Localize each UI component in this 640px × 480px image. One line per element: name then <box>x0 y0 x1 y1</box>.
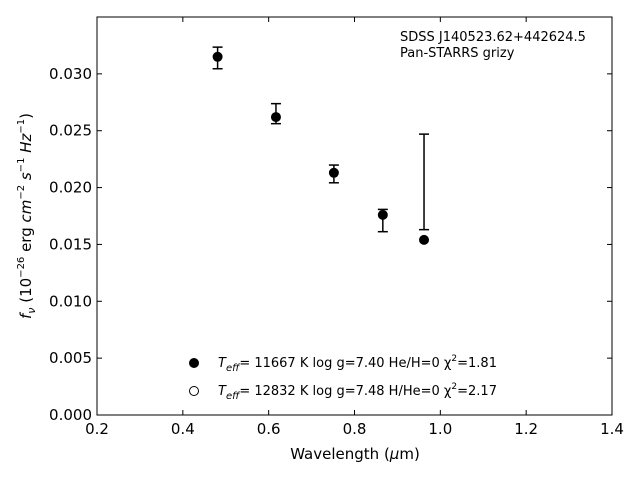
y-label-exp1b: −1 <box>16 119 27 134</box>
x-axis-label-main: Wavelength ( <box>290 445 390 463</box>
teff-subscript: eff <box>226 363 241 374</box>
y-tick-label: 0.010 <box>49 292 92 310</box>
legend-marker-filled <box>189 358 199 368</box>
error-bars <box>212 46 430 233</box>
x-axis-label-mu: μ <box>389 445 400 463</box>
legend-label-filled: Teff= 11667 K log g=7.40 He/H=0 χ2=1.81 <box>218 354 497 374</box>
legend-filled-chi: =1.81 <box>457 356 497 371</box>
legend-label-open: Teff= 12832 K log g=7.48 H/He=0 χ2=2.17 <box>218 382 497 402</box>
x-tick-label: 1.2 <box>514 420 538 438</box>
y-tick-label: 0.000 <box>49 406 92 424</box>
annotation-object: SDSS J140523.62+442624.5 <box>400 30 586 45</box>
legend-open-chi: =2.17 <box>457 384 497 399</box>
y-label-cm: cm <box>17 200 35 223</box>
x-tick-label: 0.6 <box>257 420 281 438</box>
legend-open-params: = 12832 K log g=7.48 H/He=0 χ <box>239 384 452 399</box>
y-label-nu: ν <box>25 308 38 314</box>
x-axis-label-end: m) <box>399 445 419 463</box>
y-tick-label: 0.015 <box>49 235 92 253</box>
model-point <box>377 209 388 220</box>
y-tick-label: 0.005 <box>49 349 92 367</box>
model-point <box>212 51 223 62</box>
y-label-exp1: −1 <box>16 158 27 173</box>
model-point <box>270 112 281 123</box>
x-ticks: 0.2 0.4 0.6 0.8 1.0 1.2 1.4 <box>85 17 624 438</box>
y-label-f: f <box>17 311 35 319</box>
legend: Teff= 11667 K log g=7.40 He/H=0 χ2=1.81 … <box>189 354 497 402</box>
y-axis-label: fν (10−26 erg cm−2 s−1 Hz−1) <box>16 113 38 319</box>
x-tick-label: 0.2 <box>85 420 109 438</box>
x-tick-label: 1.0 <box>428 420 452 438</box>
teff-symbol: T <box>218 356 227 371</box>
y-tick-label: 0.020 <box>49 179 92 197</box>
x-axis-label: Wavelength (μm) <box>290 445 420 463</box>
y-label-exp26: −26 <box>16 257 27 278</box>
chi-superscript: 2 <box>451 354 457 364</box>
model-point <box>419 234 430 245</box>
y-tick-label: 0.025 <box>49 122 92 140</box>
teff-symbol: T <box>218 384 227 399</box>
y-label-hz: Hz <box>17 133 35 158</box>
y-tick-label: 0.030 <box>49 65 92 83</box>
model-point <box>328 167 339 178</box>
x-tick-label: 1.4 <box>600 420 624 438</box>
data-points <box>212 51 430 245</box>
y-label-open: (10 <box>17 278 35 308</box>
legend-filled-params: = 11667 K log g=7.40 He/H=0 χ <box>239 356 452 371</box>
y-label-s: s <box>17 172 35 185</box>
chi-superscript: 2 <box>451 382 457 392</box>
y-label-exp2: −2 <box>16 185 27 200</box>
y-label-close: ) <box>17 113 35 119</box>
x-tick-label: 0.8 <box>343 420 367 438</box>
x-tick-label: 0.4 <box>171 420 195 438</box>
y-label-erg: erg <box>17 223 35 257</box>
teff-subscript: eff <box>226 391 241 402</box>
annotation-survey: Pan-STARRS grizy <box>400 46 515 61</box>
legend-marker-open <box>189 386 199 396</box>
y-ticks: 0.000 0.005 0.010 0.015 0.020 0.025 0.030 <box>49 65 612 424</box>
